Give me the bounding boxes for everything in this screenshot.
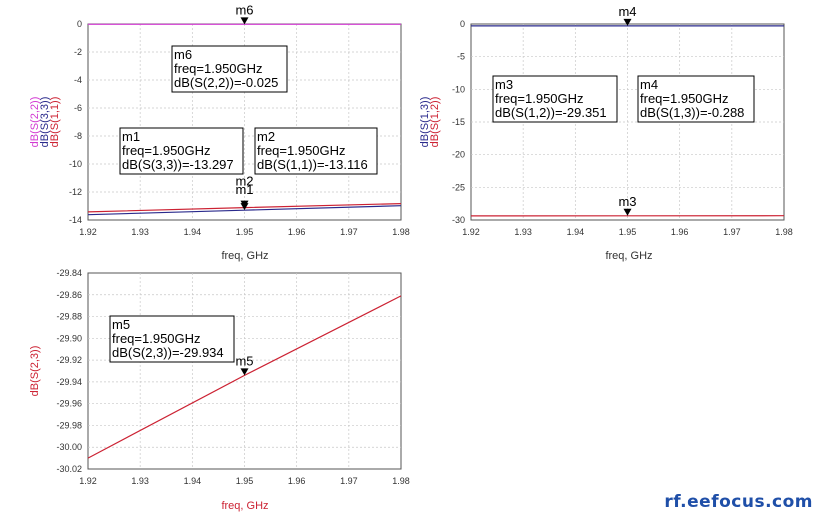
x-tick-label: 1.98: [775, 227, 793, 237]
marker-label: m4: [618, 4, 636, 19]
series-line: [87, 205, 402, 216]
y-tick-label: 0: [77, 19, 82, 29]
marker-readout-line: dB(S(1,2))=-29.351: [495, 105, 607, 120]
marker-readout-line: dB(S(2,2))=-0.025: [174, 75, 278, 90]
y-tick-label: -8: [74, 131, 82, 141]
y-tick-label: -30.00: [56, 442, 82, 452]
marker-label: m5: [235, 353, 253, 368]
y-tick-label: -30.02: [56, 464, 82, 474]
x-tick-label: 1.92: [462, 227, 480, 237]
y-tick-label: -12: [69, 187, 82, 197]
y-tick-label: -2: [74, 47, 82, 57]
marker-triangle: [240, 203, 249, 211]
y-tick-label: -29.86: [56, 290, 82, 300]
y-tick-label: -29.98: [56, 420, 82, 430]
y-tick-label: -10: [452, 84, 465, 94]
marker-readout-box: [119, 127, 244, 175]
marker-readout-box: [171, 45, 288, 93]
marker-label: m1: [235, 182, 253, 197]
y-tick-label: 0: [460, 19, 465, 29]
y-tick-label: -15: [452, 117, 465, 127]
x-tick-label: 1.98: [392, 476, 410, 486]
marker-readout-line: m3: [495, 77, 513, 92]
y-tick-label: -6: [74, 103, 82, 113]
y-tick-label: -29.92: [56, 355, 82, 365]
marker-readout-line: freq=1.950GHz: [257, 143, 346, 158]
marker-readout-box: [492, 75, 618, 123]
marker-readout-line: dB(S(3,3))=-13.297: [122, 157, 234, 172]
x-tick-label: 1.96: [288, 476, 306, 486]
x-tick-label: 1.95: [619, 227, 637, 237]
x-tick-label: 1.94: [567, 227, 585, 237]
y-axis-label: dB(S(1,1)): [49, 97, 61, 148]
x-tick-label: 1.93: [514, 227, 532, 237]
marker-triangle: [240, 368, 249, 376]
marker-triangle: [623, 18, 632, 26]
y-tick-label: -29.94: [56, 377, 82, 387]
chart-3: 1.92 1.93 1.94 1.95 1.96 1.97 1.98 -29.84 -29.86…: [29, 268, 410, 512]
y-tick-label: -5: [457, 52, 465, 62]
x-tick-label: 1.94: [184, 476, 202, 486]
marker-triangle: [240, 17, 249, 25]
marker-readout-box: [109, 315, 235, 363]
x-tick-label: 1.93: [131, 476, 149, 486]
x-tick-label: 1.97: [340, 476, 358, 486]
x-tick-label: 1.92: [79, 476, 97, 486]
marker-readout-line: m6: [174, 47, 192, 62]
y-tick-label: -4: [74, 75, 82, 85]
marker-readout-line: m5: [112, 317, 130, 332]
marker-readout-line: m4: [640, 77, 658, 92]
x-tick-label: 1.97: [340, 227, 358, 237]
series-line: [87, 295, 402, 459]
marker-label: m6: [235, 2, 253, 17]
marker-label: m2: [235, 174, 253, 189]
y-tick-label: -25: [452, 182, 465, 192]
marker-readout-box: [637, 75, 755, 123]
marker-readout-line: freq=1.950GHz: [122, 143, 211, 158]
x-axis-label: freq, GHz: [221, 250, 268, 262]
y-tick-label: -20: [452, 150, 465, 160]
x-tick-label: 1.94: [184, 227, 202, 237]
x-tick-label: 1.93: [131, 227, 149, 237]
x-tick-label: 1.97: [723, 227, 741, 237]
marker-readout-line: m1: [122, 129, 140, 144]
y-axis-label: dB(S(2,2)): [29, 97, 41, 148]
y-axis-label: dB(S(1,3)): [419, 97, 431, 148]
y-tick-label: -14: [69, 215, 82, 225]
y-tick-label: -30: [452, 215, 465, 225]
y-tick-label: -29.84: [56, 268, 82, 278]
y-axis-label: dB(S(1,2)): [429, 97, 441, 148]
marker-readout-line: freq=1.950GHz: [640, 91, 729, 106]
marker-readout-line: freq=1.950GHz: [174, 61, 263, 76]
marker-triangle: [623, 208, 632, 216]
marker-readout-line: dB(S(1,3))=-0.288: [640, 105, 744, 120]
x-tick-label: 1.92: [79, 227, 97, 237]
marker-readout-line: dB(S(1,1))=-13.116: [257, 157, 368, 172]
chart-2: 1.92 1.93 1.94 1.95 1.96 1.97 1.98 0 -5 -10 -15 -20…: [419, 4, 793, 262]
x-tick-label: 1.96: [288, 227, 306, 237]
y-axis-label: dB(S(3,3)): [39, 97, 51, 148]
marker-readout-line: freq=1.950GHz: [495, 91, 584, 106]
marker-label: m3: [618, 194, 636, 209]
watermark: rf.eefocus.com: [664, 492, 813, 512]
y-tick-label: -29.90: [56, 333, 82, 343]
y-tick-label: -29.88: [56, 312, 82, 322]
chart-1: 1.92 1.93 1.94 1.95 1.96 1.97 1.98 0 -2 -4 -6 -8 -10…: [29, 2, 410, 262]
x-tick-label: 1.96: [671, 227, 689, 237]
x-axis-label: freq, GHz: [221, 500, 268, 512]
x-tick-label: 1.95: [236, 476, 254, 486]
marker-readout-line: dB(S(2,3))=-29.934: [112, 345, 224, 360]
y-tick-label: -10: [69, 159, 82, 169]
y-axis-label: dB(S(2,3)): [29, 346, 41, 397]
marker-readout-box: [254, 127, 378, 175]
x-tick-label: 1.98: [392, 227, 410, 237]
y-tick-label: -29.96: [56, 399, 82, 409]
marker-readout-line: freq=1.950GHz: [112, 331, 201, 346]
x-axis-label: freq, GHz: [605, 250, 652, 262]
marker-readout-line: m2: [257, 129, 275, 144]
x-tick-label: 1.95: [236, 227, 254, 237]
